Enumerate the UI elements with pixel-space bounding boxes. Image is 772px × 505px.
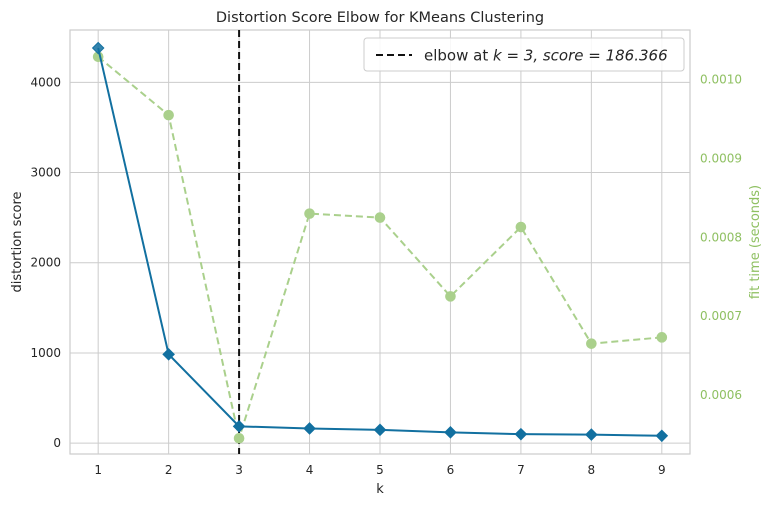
y2-tick-label: 0.0010 — [700, 73, 742, 87]
y2-tick-label: 0.0008 — [700, 230, 742, 244]
legend-elbow-label: elbow at k = 3, score = 186.366 — [424, 47, 668, 65]
y-tick-label: 3000 — [30, 166, 61, 180]
tick-labels: 1 2 3 4 5 6 7 8 9 0 1000 2000 3000 4000 0.0006 0.0007 0.… — [30, 73, 742, 477]
fit-time-point — [374, 212, 386, 223]
distortion-point — [162, 348, 175, 361]
fit-time-point — [304, 208, 315, 219]
x-tick-label: 9 — [658, 463, 666, 477]
y2-axis-label: fit time (seconds) — [748, 185, 763, 299]
legend-box — [363, 37, 685, 72]
fit-time-series — [92, 51, 668, 444]
distortion-point — [655, 429, 669, 443]
y-tick-label: 0 — [53, 436, 61, 450]
chart-title: Distortion Score Elbow for KMeans Cluste… — [216, 10, 544, 26]
y-tick-label: 1000 — [30, 346, 61, 360]
distortion-point — [91, 41, 105, 55]
x-tick-label: 4 — [306, 463, 314, 477]
x-tick-label: 2 — [165, 463, 173, 477]
y2-tick-label: 0.0009 — [700, 151, 742, 165]
y-axis-label: distortion score — [10, 192, 25, 293]
grid — [70, 30, 690, 454]
x-tick-label: 8 — [588, 463, 596, 477]
distortion-point — [373, 423, 387, 437]
plot-area-frame — [69, 29, 691, 455]
distortion-point — [303, 422, 316, 435]
x-axis-label: k — [376, 482, 384, 497]
distortion-series — [91, 41, 669, 443]
legend: elbow at k = 3, score = 186.366 — [363, 37, 685, 72]
x-tick-label: 1 — [94, 463, 102, 477]
x-tick-label: 6 — [447, 463, 455, 477]
distortion-point — [585, 428, 598, 441]
x-tick-label: 7 — [517, 463, 525, 477]
legend-elbow-value: k = 3, score = 186.366 — [493, 47, 668, 65]
y2-tick-label: 0.0007 — [700, 309, 742, 323]
fit-time-point — [163, 109, 174, 121]
fit-time-point — [445, 291, 456, 302]
x-tick-label: 5 — [376, 463, 384, 477]
y-tick-label: 4000 — [30, 75, 61, 89]
fit-time-point — [515, 221, 527, 233]
distortion-point — [514, 427, 528, 441]
fit-time-point — [656, 332, 668, 343]
x-tick-label: 3 — [235, 463, 243, 477]
distortion-point — [444, 426, 457, 439]
legend-elbow-prefix: elbow at — [424, 47, 493, 65]
distortion-point — [232, 420, 246, 433]
fit-time-point — [586, 338, 597, 349]
fit-time-point — [233, 432, 245, 444]
y-tick-label: 2000 — [30, 256, 61, 270]
y2-tick-label: 0.0006 — [700, 388, 742, 402]
